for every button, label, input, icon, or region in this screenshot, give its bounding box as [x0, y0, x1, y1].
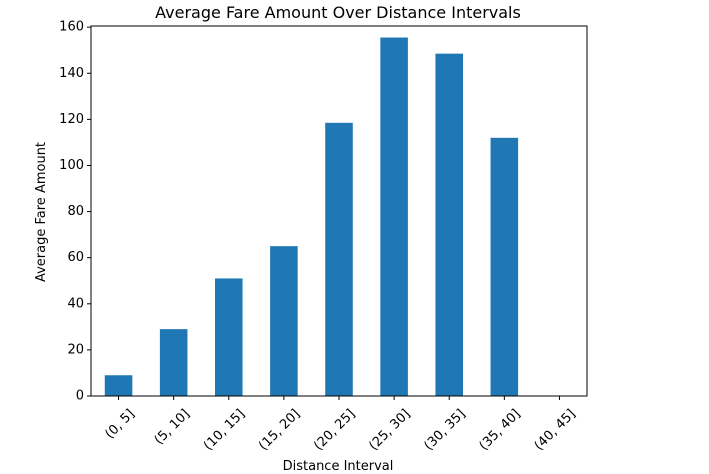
bar [215, 278, 243, 396]
y-tick-label: 160 [59, 20, 84, 35]
y-tick-label: 120 [59, 112, 84, 127]
y-axis: 0 20 40 60 80 100 120 140 160 [59, 20, 91, 404]
y-axis-label: Average Fare Amount [34, 142, 49, 282]
chart-title: Average Fare Amount Over Distance Interv… [155, 3, 521, 22]
y-tick-label: 60 [67, 250, 84, 265]
bar [435, 53, 463, 397]
y-tick-label: 20 [67, 342, 84, 357]
y-tick-label: 100 [59, 158, 84, 173]
x-axis: (0, 5] (5, 10] (10, 15] (15, 20] (20, 25] (25… [102, 396, 579, 454]
y-tick-label: 40 [67, 296, 84, 311]
x-tick-label: (25, 30] [366, 407, 413, 454]
x-tick-label: (40, 45] [532, 407, 579, 454]
bar [490, 137, 519, 396]
x-tick-label: (20, 25] [311, 407, 358, 454]
bar [325, 122, 353, 396]
y-tick-label: 0 [76, 389, 84, 404]
x-tick-label: (0, 5] [102, 407, 137, 442]
x-tick-label: (30, 35] [421, 407, 468, 454]
x-tick-label: (15, 20] [256, 407, 303, 454]
bar [270, 246, 298, 396]
bar [380, 37, 408, 396]
bar [159, 329, 188, 396]
x-tick-label: (35, 40] [477, 407, 524, 454]
x-axis-label: Distance Interval [283, 459, 394, 474]
x-tick-label: (10, 15] [201, 407, 248, 454]
x-tick-label: (5, 10] [152, 407, 193, 448]
plot-frame [90, 25, 588, 397]
y-tick-label: 140 [59, 66, 84, 81]
bar [104, 375, 133, 396]
y-tick-label: 80 [67, 204, 84, 219]
bars-group [104, 37, 519, 397]
